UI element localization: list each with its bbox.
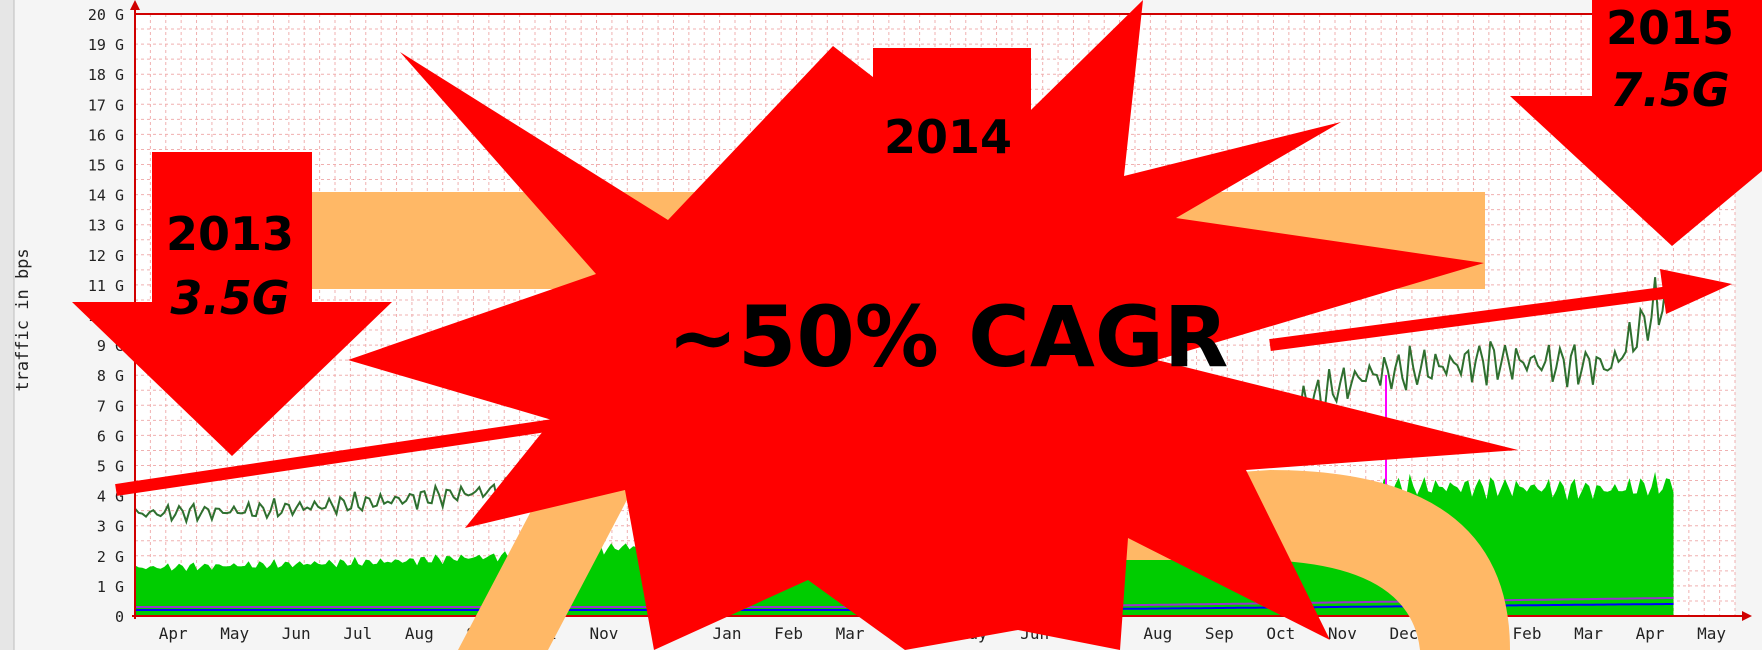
cagr-label: ~50% CAGR: [668, 288, 1229, 386]
x-tick-label: Feb: [774, 624, 803, 643]
x-tick-label: Aug: [405, 624, 434, 643]
x-axis-arrowhead: [1742, 611, 1752, 621]
y-tick-label: 13 G: [88, 217, 124, 235]
callout-arrow-2015: [1510, 0, 1762, 246]
x-tick-label: Mar: [836, 624, 865, 643]
y-tick-labels: 01 G2 G3 G4 G5 G6 G7 G8 G9 G10 G11 G12 G…: [88, 6, 124, 626]
x-tick-label: May: [220, 624, 249, 643]
x-tick-label: Jun: [282, 624, 311, 643]
y-tick-label: 17 G: [88, 96, 124, 114]
callout-year-2014: 2014: [884, 110, 1012, 164]
y-axis-arrowhead: [130, 0, 140, 10]
y-tick-label: 15 G: [88, 157, 124, 175]
x-tick-label: Jul: [343, 624, 372, 643]
x-tick-label: Sep: [1205, 624, 1234, 643]
callout-year-2013: 2013: [166, 207, 294, 261]
x-tick-label: Apr: [159, 624, 188, 643]
callout-arrow-2013: [72, 152, 392, 456]
y-axis-label: traffic in bps: [13, 248, 33, 391]
x-tick-label: Jan: [713, 624, 742, 643]
y-tick-label: 5 G: [97, 458, 124, 476]
y-tick-label: 16 G: [88, 126, 124, 144]
x-tick-label: Feb: [1513, 624, 1542, 643]
y-tick-label: 7 G: [97, 397, 124, 415]
cagr-starburst: [348, 0, 1518, 650]
y-tick-label: 1 G: [97, 578, 124, 596]
x-tick-label: Nov: [1328, 624, 1357, 643]
y-tick-label: 8 G: [97, 367, 124, 385]
callout-year-2015: 2015: [1606, 1, 1734, 55]
y-tick-label: 0: [115, 608, 124, 626]
x-tick-label: Dec: [1389, 624, 1418, 643]
x-tick-label: May: [1697, 624, 1726, 643]
y-tick-label: 3 G: [97, 518, 124, 536]
y-tick-label: 20 G: [88, 6, 124, 24]
y-tick-label: 18 G: [88, 66, 124, 84]
y-tick-label: 14 G: [88, 187, 124, 205]
annotation-overlay: ~50% CAGR 2013 3.5G 2014 2015 7.5G: [72, 0, 1762, 650]
x-tick-label: Aug: [1143, 624, 1172, 643]
y-tick-label: 2 G: [97, 548, 124, 566]
y-tick-label: 19 G: [88, 36, 124, 54]
y-tick-label: 6 G: [97, 427, 124, 445]
x-tick-label: Apr: [1636, 624, 1665, 643]
callout-value-2015: 7.5G: [1610, 63, 1729, 117]
x-tick-label: Mar: [1574, 624, 1603, 643]
x-tick-label: Oct: [1266, 624, 1295, 643]
y-tick-label: 12 G: [88, 247, 124, 265]
y-tick-label: 11 G: [88, 277, 124, 295]
x-tick-label: Nov: [589, 624, 618, 643]
callout-value-2013: 3.5G: [170, 271, 289, 325]
trend-arrow-2015: [1269, 269, 1732, 351]
